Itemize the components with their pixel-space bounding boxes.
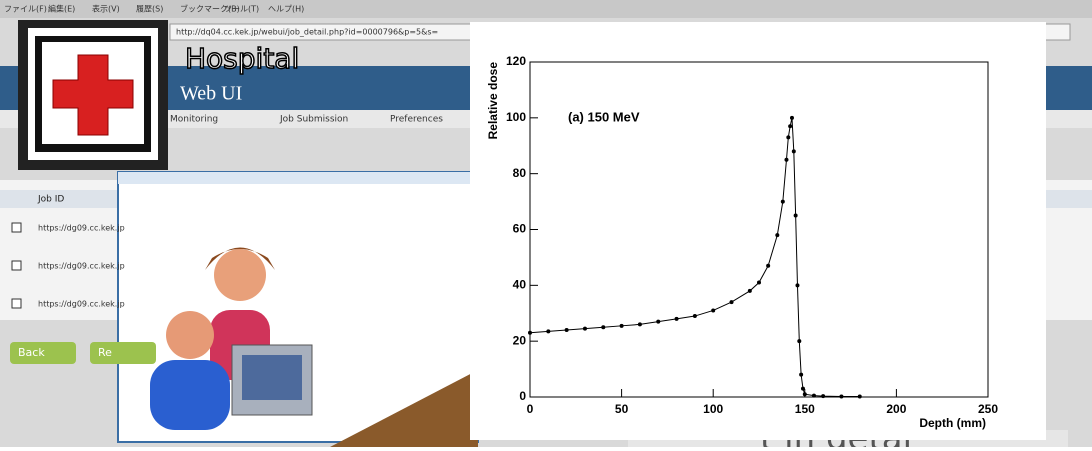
data-point (793, 213, 798, 218)
row-text: https://dg09.cc.kek.jp (38, 300, 125, 309)
menu-item: ツール(T) (224, 5, 259, 14)
data-point (788, 124, 793, 129)
data-point (582, 326, 587, 331)
y-tick-label: 20 (513, 333, 527, 347)
data-point (802, 392, 807, 397)
data-point (747, 288, 752, 293)
data-point (674, 316, 679, 321)
data-point (857, 394, 862, 399)
y-tick-label: 120 (506, 54, 526, 68)
data-point (786, 135, 791, 140)
dose-curve (529, 117, 860, 397)
x-axis-label: Depth (mm) (919, 416, 986, 430)
data-point (637, 322, 642, 327)
data-point (692, 314, 697, 319)
hospital-label: Hospital (185, 42, 299, 75)
checkbox (11, 298, 22, 309)
x-tick-label: 150 (795, 402, 815, 416)
button-text: Back (18, 346, 45, 359)
menu-item: ファイル(F) (4, 5, 47, 14)
menu-item: 表示(V) (92, 4, 120, 14)
data-point (795, 283, 800, 288)
tab: Monitoring (170, 115, 218, 125)
data-point (780, 199, 785, 204)
button-text: Re (98, 346, 112, 359)
inner-toolbar (118, 172, 478, 184)
x-tick-label: 0 (527, 402, 534, 416)
chart-title: (a) 150 MeV (568, 109, 640, 124)
y-axis-label: Relative dose (486, 62, 500, 140)
x-tick-label: 200 (886, 402, 906, 416)
data-point (789, 115, 794, 120)
data-point (800, 386, 805, 391)
floor (330, 370, 478, 447)
data-point (729, 300, 734, 305)
data-point (546, 329, 551, 334)
row-text: https://dg09.cc.kek.jp (38, 224, 125, 233)
chart-panel (470, 22, 1046, 440)
data-point (711, 308, 716, 313)
data-point (821, 394, 826, 399)
checkbox (11, 222, 22, 233)
data-point (799, 372, 804, 377)
data-point (839, 394, 844, 399)
x-tick-label: 50 (615, 402, 629, 416)
site-title: Web UI (180, 83, 242, 105)
y-tick-label: 100 (506, 110, 526, 124)
menu-item: ブックマーク(B) (180, 4, 240, 14)
url: http://dq04.cc.kek.jp/webui/job_detail.p… (176, 28, 438, 37)
y-tick-label: 40 (513, 278, 527, 292)
hospital-icon (18, 20, 168, 170)
y-tick-label: 60 (513, 222, 527, 236)
people-icon (150, 247, 313, 430)
data-point (766, 263, 771, 268)
menu-item: ヘルプ(H) (268, 5, 304, 14)
data-point (811, 393, 816, 398)
row-text: https://dg09.cc.kek.jp (38, 262, 125, 271)
data-point (757, 280, 761, 285)
y-tick-label: 80 (513, 166, 527, 180)
tab: Preferences (390, 115, 443, 125)
menu-item: 履歴(S) (136, 5, 163, 14)
x-tick-label: 100 (703, 402, 723, 416)
data-point (797, 339, 802, 344)
y-tick-label: 0 (519, 389, 526, 403)
tab: Job Submission (279, 115, 348, 125)
button (10, 342, 76, 364)
data-point (564, 328, 569, 332)
data-point (775, 233, 780, 238)
menu-item: 編集(E) (48, 4, 75, 14)
table-header-text: Job ID (37, 195, 64, 205)
checkbox (11, 260, 22, 271)
data-point (619, 323, 624, 328)
data-point (656, 319, 661, 324)
data-point (784, 157, 789, 162)
button (90, 342, 156, 364)
menu-bar (0, 0, 1092, 18)
data-point (601, 325, 606, 330)
data-point (791, 149, 796, 154)
data-point (528, 330, 532, 335)
x-tick-label: 250 (978, 402, 998, 416)
